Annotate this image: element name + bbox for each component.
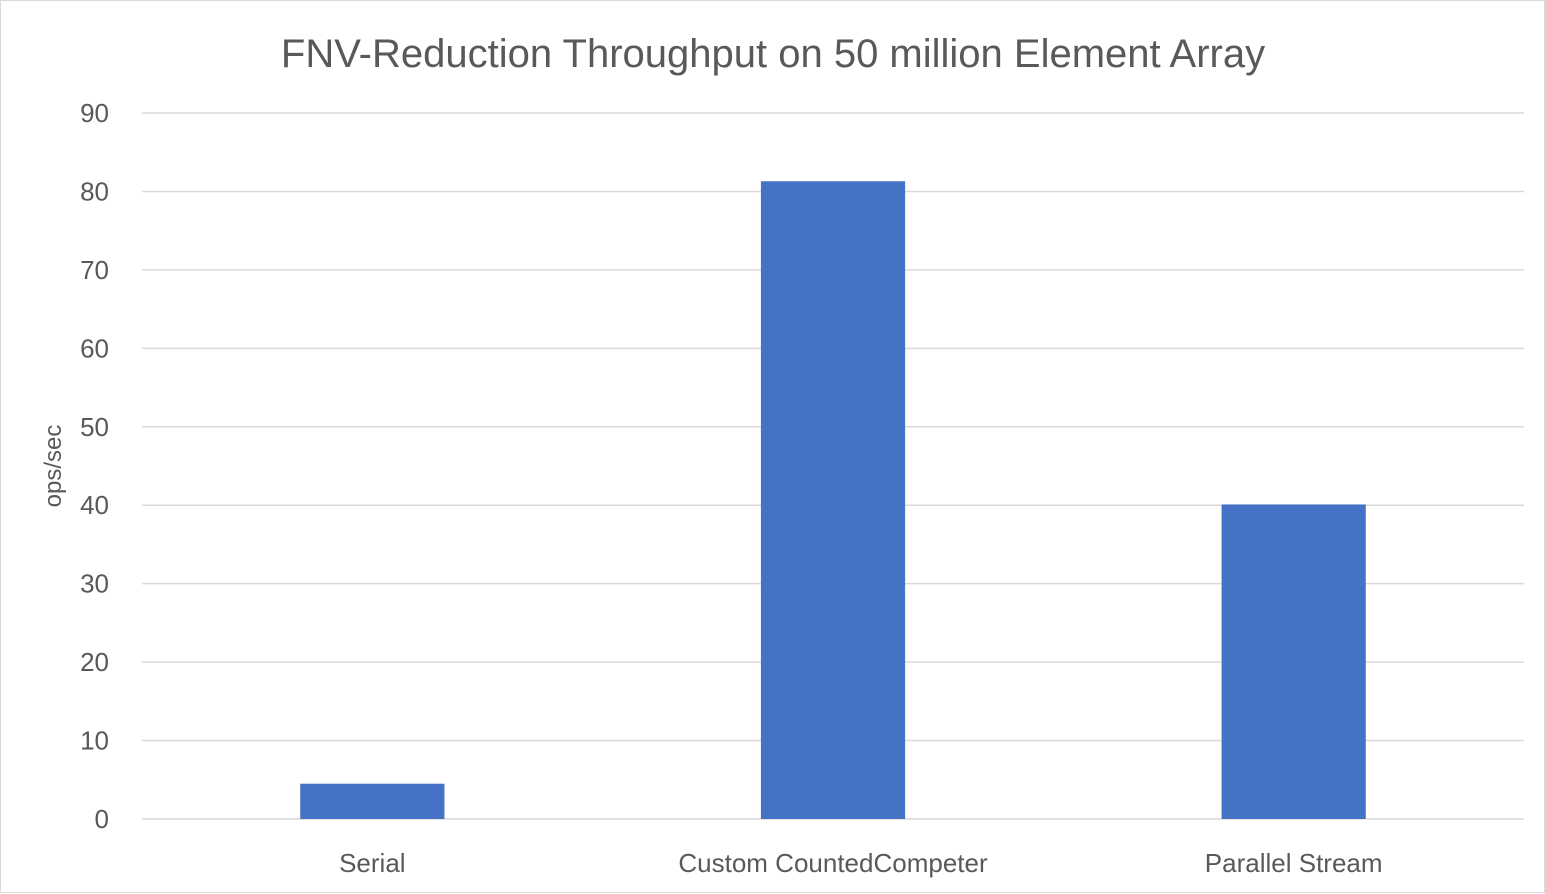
bar-parallel-stream	[1221, 504, 1366, 819]
bars	[300, 181, 1366, 819]
x-tick-label: Serial	[339, 848, 405, 878]
bar-custom-countedcompeter	[760, 181, 906, 819]
y-tick-label: 80	[80, 176, 109, 206]
y-tick-label: 40	[80, 490, 109, 520]
x-axis-ticks: Serial Custom CountedCompeter Parallel Str…	[339, 848, 1382, 878]
y-tick-label: 30	[80, 569, 109, 599]
bar-serial	[300, 783, 445, 819]
y-tick-label: 0	[95, 804, 109, 834]
x-tick-label: Custom CountedCompeter	[678, 848, 988, 878]
y-tick-label: 90	[80, 98, 109, 128]
y-tick-label: 20	[80, 647, 109, 677]
x-tick-label: Parallel Stream	[1205, 848, 1383, 878]
y-tick-label: 70	[80, 255, 109, 285]
y-axis-ticks: 0 10 20 30 40 50 60 70 80 90	[80, 98, 109, 834]
y-tick-label: 50	[80, 412, 109, 442]
y-tick-label: 10	[80, 726, 109, 756]
y-tick-label: 60	[80, 333, 109, 363]
chart-title: FNV-Reduction Throughput on 50 million E…	[281, 32, 1265, 76]
y-axis-title: ops/sec	[40, 425, 67, 508]
